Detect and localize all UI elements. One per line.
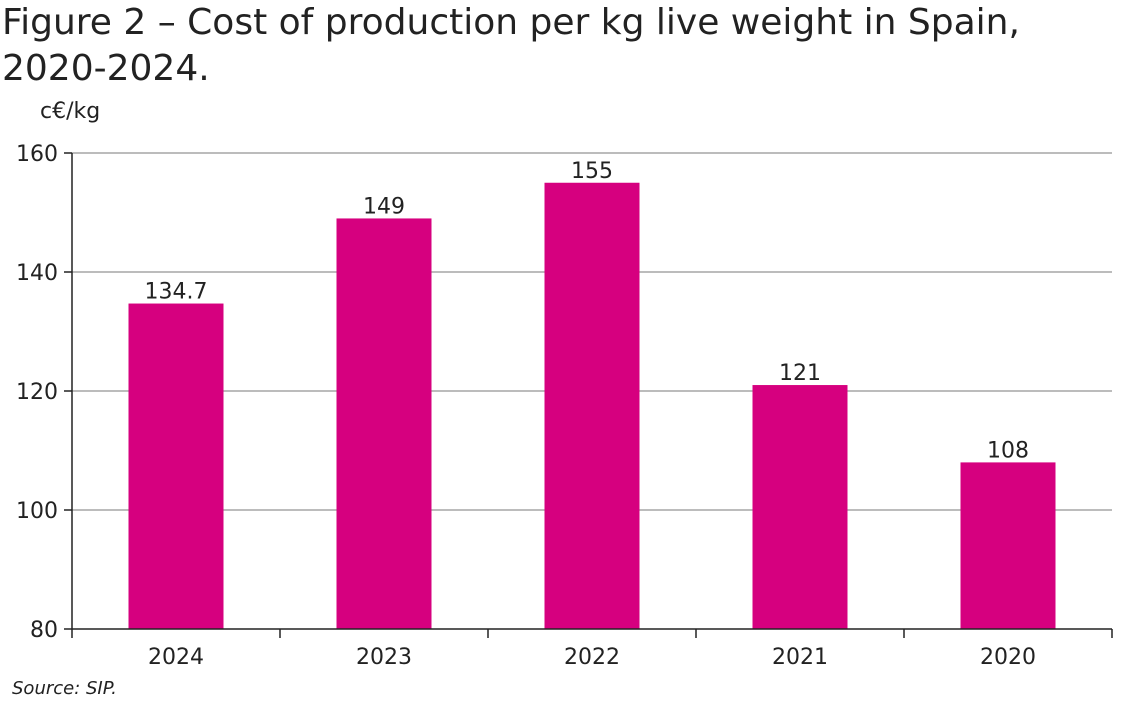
bars [128, 182, 1056, 629]
bar [752, 385, 848, 629]
y-tick-label: 140 [16, 261, 58, 286]
chart-title: Figure 2 – Cost of production per kg liv… [2, 2, 1020, 89]
source-note: Source: SIP. [12, 678, 117, 699]
y-axis-ticks: 80 100 120 140 160 [16, 142, 72, 643]
bar [960, 462, 1056, 629]
data-label: 121 [779, 361, 821, 386]
data-label: 134.7 [145, 280, 208, 305]
x-axis: 2024 2023 2022 2021 2020 [71, 153, 1113, 670]
y-tick-label: 120 [16, 380, 58, 405]
x-tick-label: 2020 [980, 645, 1036, 670]
x-tick-label: 2022 [564, 645, 620, 670]
bar [128, 303, 224, 629]
y-axis-label: c€/kg [40, 99, 100, 124]
x-tick-label: 2024 [148, 645, 204, 670]
y-tick-label: 100 [16, 499, 58, 524]
y-tick-label: 80 [30, 618, 58, 643]
data-label: 108 [987, 438, 1029, 463]
y-tick-label: 160 [16, 142, 58, 167]
data-label: 155 [571, 159, 613, 184]
x-tick-label: 2021 [772, 645, 828, 670]
x-tick-label: 2023 [356, 645, 412, 670]
data-label: 149 [363, 194, 405, 219]
value-labels: 134.7 149 155 121 108 [145, 159, 1029, 464]
bar [336, 218, 432, 629]
bar [544, 182, 640, 629]
